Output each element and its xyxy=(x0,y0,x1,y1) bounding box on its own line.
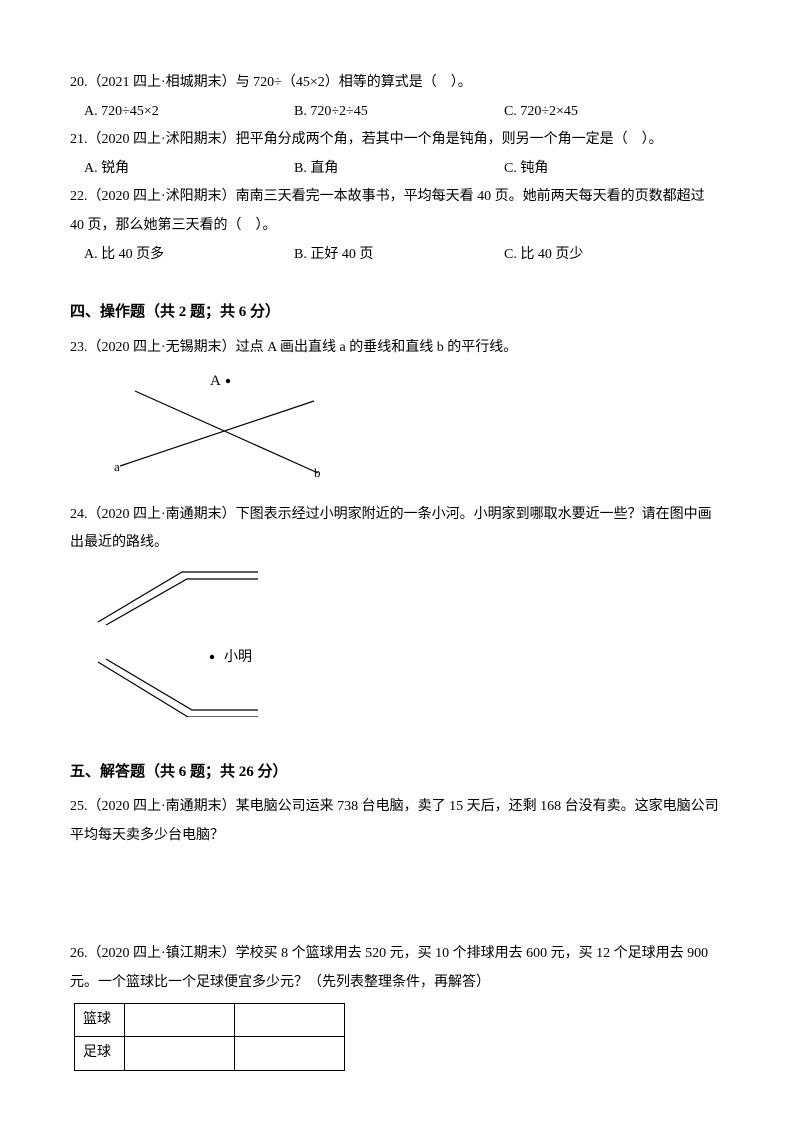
section-5-title: 五、解答题（共 6 题；共 26 分） xyxy=(70,758,723,787)
q22-options: A. 比 40 页多 B. 正好 40 页 C. 比 40 页少 xyxy=(84,242,723,269)
q24-line1: 24.（2020 四上·南通期末）下图表示经过小明家附近的一条小河。小明家到哪取… xyxy=(70,502,723,529)
q20-opt-c: C. 720÷2×45 xyxy=(504,99,723,126)
section-4-title: 四、操作题（共 2 题；共 6 分） xyxy=(70,298,723,327)
q26-table: 篮球 足球 xyxy=(74,1003,345,1071)
q23-svg: Aa b xyxy=(90,371,320,481)
q21-opt-b: B. 直角 xyxy=(294,156,504,183)
q20-opt-b: B. 720÷2÷45 xyxy=(294,99,504,126)
cell-empty xyxy=(235,1037,345,1071)
q22-opt-c: C. 比 40 页少 xyxy=(504,242,723,269)
q21-opt-a: A. 锐角 xyxy=(84,156,294,183)
q25-line2: 平均每天卖多少台电脑？ xyxy=(70,823,723,850)
cell-basketball: 篮球 xyxy=(75,1003,125,1037)
q22-line1: 22.（2020 四上·沭阳期末）南南三天看完一本故事书，平均每天看 40 页。… xyxy=(70,184,723,211)
q26-line2: 元。一个篮球比一个足球便宜多少元？（先列表整理条件，再解答） xyxy=(70,970,723,997)
q21-opt-c: C. 钝角 xyxy=(504,156,723,183)
q22-opt-b: B. 正好 40 页 xyxy=(294,242,504,269)
answer-space xyxy=(70,851,723,941)
table-row: 足球 xyxy=(75,1037,345,1071)
svg-text:小明: 小明 xyxy=(224,649,252,665)
q20-opt-a: A. 720÷45×2 xyxy=(84,99,294,126)
q20-options: A. 720÷45×2 B. 720÷2÷45 C. 720÷2×45 xyxy=(84,99,723,126)
q26-line1: 26.（2020 四上·镇江期末）学校买 8 个篮球用去 520 元，买 10 … xyxy=(70,941,723,968)
table-row: 篮球 xyxy=(75,1003,345,1037)
cell-empty xyxy=(235,1003,345,1037)
cell-empty xyxy=(125,1003,235,1037)
q23-text: 23.（2020 四上·无锡期末）过点 A 画出直线 a 的垂线和直线 b 的平… xyxy=(70,335,723,362)
svg-text:b: b xyxy=(314,465,320,480)
svg-text:a: a xyxy=(114,459,120,474)
q23-figure: Aa b xyxy=(90,371,723,492)
svg-text:A: A xyxy=(210,373,221,389)
q22-opt-a: A. 比 40 页多 xyxy=(84,242,294,269)
q24-svg: 小明 xyxy=(90,567,310,717)
cell-empty xyxy=(125,1037,235,1071)
cell-football: 足球 xyxy=(75,1037,125,1071)
q20-text: 20.（2021 四上·相城期末）与 720÷（45×2）相等的算式是（ ）。 xyxy=(70,70,723,97)
q24-line2: 出最近的路线。 xyxy=(70,530,723,557)
q24-figure: 小明 xyxy=(90,567,723,728)
q21-options: A. 锐角 B. 直角 C. 钝角 xyxy=(84,156,723,183)
q21-text: 21.（2020 四上·沭阳期末）把平角分成两个角，若其中一个角是钝角，则另一个… xyxy=(70,127,723,154)
q25-line1: 25.（2020 四上·南通期末）某电脑公司运来 738 台电脑，卖了 15 天… xyxy=(70,794,723,821)
q22-line2: 40 页，那么她第三天看的（ ）。 xyxy=(70,213,723,240)
